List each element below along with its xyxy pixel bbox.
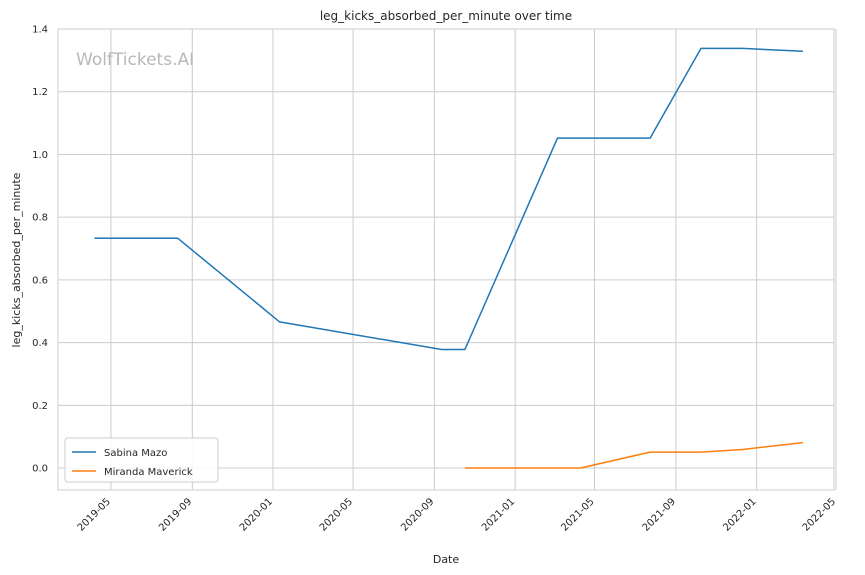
y-tick-label: 0.4 bbox=[32, 338, 48, 349]
y-tick-label: 1.0 bbox=[32, 150, 48, 161]
chart-title: leg_kicks_absorbed_per_minute over time bbox=[320, 9, 572, 23]
y-tick-label: 0.6 bbox=[32, 275, 48, 286]
grid-lines bbox=[58, 28, 837, 490]
series-line-miranda-maverick bbox=[464, 441, 803, 469]
x-tick-label: 2019-09 bbox=[157, 496, 194, 533]
y-tick-label: 1.2 bbox=[32, 87, 48, 98]
series-layer bbox=[94, 47, 803, 469]
y-tick-label: 0.0 bbox=[32, 464, 48, 475]
watermark: WolfTickets.AI bbox=[76, 50, 194, 70]
x-tick-label: 2021-01 bbox=[480, 496, 517, 533]
x-tick-label: 2022-05 bbox=[801, 496, 838, 533]
x-tick-label: 2020-05 bbox=[318, 496, 355, 533]
y-tick-label: 0.8 bbox=[32, 213, 48, 224]
x-tick-label: 2020-01 bbox=[238, 496, 275, 533]
y-tick-label: 0.2 bbox=[32, 401, 48, 412]
legend-label-miranda-maverick: Miranda Maverick bbox=[104, 467, 193, 478]
x-tick-label: 2020-09 bbox=[399, 496, 436, 533]
y-tick-label: 1.4 bbox=[32, 25, 48, 36]
legend-label-sabina-mazo: Sabina Mazo bbox=[104, 448, 167, 459]
x-tick-label: 2021-09 bbox=[641, 496, 678, 533]
series-line-sabina-mazo bbox=[94, 47, 803, 351]
legend: Sabina Mazo Miranda Maverick bbox=[64, 437, 219, 483]
y-axis-label: leg_kicks_absorbed_per_minute bbox=[10, 172, 23, 347]
x-tick-label: 2021-05 bbox=[559, 496, 596, 533]
legend-box bbox=[64, 437, 219, 483]
x-tick-labels: 2019-05 2019-09 2020-01 2020-05 2020-09 2021-… bbox=[76, 496, 838, 533]
x-tick-label: 2022-01 bbox=[721, 496, 758, 533]
y-tick-labels: 0.0 0.2 0.4 0.6 0.8 1.0 1.2 1.4 bbox=[32, 25, 48, 475]
plot-frame bbox=[57, 28, 835, 491]
x-axis-label: Date bbox=[433, 553, 460, 566]
x-tick-label: 2019-05 bbox=[76, 496, 113, 533]
